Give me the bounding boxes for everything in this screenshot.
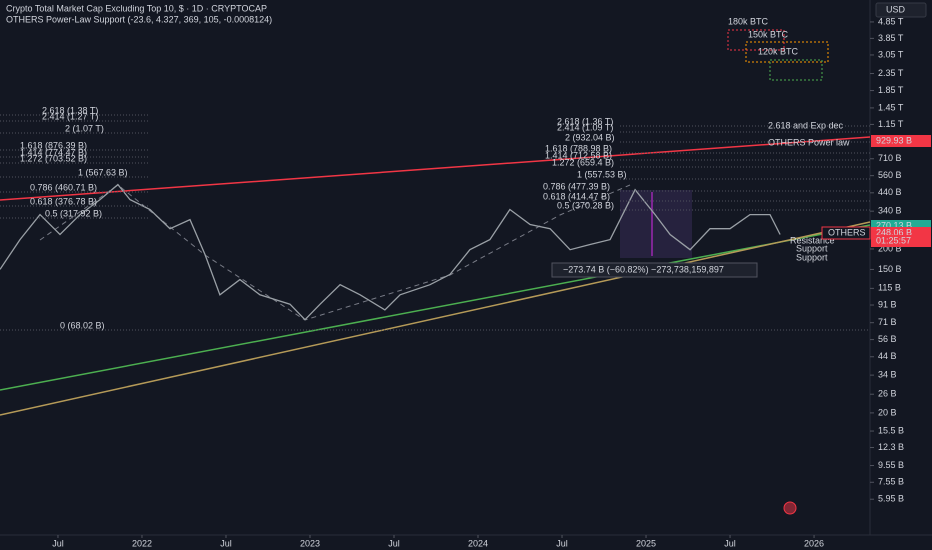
y-tick-label: 9.55 B bbox=[878, 460, 904, 470]
annotation: 120k BTC bbox=[758, 46, 799, 56]
price-badge-label: 248.06 B bbox=[876, 227, 912, 237]
annotation: 1 (567.63 B) bbox=[78, 167, 128, 177]
annotation: 1.414 (712.58 B) bbox=[545, 150, 612, 160]
annotation: Support bbox=[796, 252, 828, 262]
y-tick-label: 440 B bbox=[878, 187, 902, 197]
annotation: Resistance bbox=[790, 235, 835, 245]
target-box bbox=[769, 59, 823, 81]
y-tick-label: 26 B bbox=[878, 389, 897, 399]
annotation: −273.74 B (−60.82%) −273,738,159,897 bbox=[563, 264, 724, 274]
event-icon[interactable] bbox=[783, 501, 797, 515]
x-tick-label: Jul bbox=[52, 538, 64, 548]
annotation: 1.272 (703.52 B) bbox=[20, 153, 87, 163]
y-tick-label: 44 B bbox=[878, 351, 897, 361]
annotation: 2.618 (1.36 T) bbox=[557, 116, 613, 126]
x-tick-label: 2022 bbox=[132, 538, 152, 548]
y-tick-label: 34 B bbox=[878, 369, 897, 379]
y-tick-label: 2.35 T bbox=[878, 68, 904, 78]
annotation: 2 (1.07 T) bbox=[65, 123, 104, 133]
y-tick-label: 7.55 B bbox=[878, 477, 904, 487]
x-tick-label: Jul bbox=[220, 538, 232, 548]
annotation: 2 (932.04 B) bbox=[565, 132, 615, 142]
price-badge-label: 270.13 B bbox=[876, 220, 912, 230]
annotation: 1.618 (788.98 B) bbox=[545, 143, 612, 153]
currency-label[interactable]: USD bbox=[886, 4, 906, 14]
symbol-label: OTHERS bbox=[828, 227, 866, 237]
support-line bbox=[0, 221, 871, 416]
y-tick-label: 560 B bbox=[878, 170, 902, 180]
x-tick-label: 2024 bbox=[468, 538, 488, 548]
y-tick-label: 3.05 T bbox=[878, 49, 904, 59]
annotation: 1.414 (774.47 B) bbox=[20, 147, 87, 157]
y-tick-label: 115 B bbox=[878, 283, 901, 293]
y-tick-label: 12.3 B bbox=[878, 442, 904, 452]
y-tick-label: 150 B bbox=[878, 264, 902, 274]
y-tick-label: 1.85 T bbox=[878, 85, 904, 95]
annotation: 2.414 (1.09 T) bbox=[557, 122, 613, 132]
price-badge-label: 01:25:57 bbox=[876, 235, 911, 245]
y-tick-label: 15.5 B bbox=[878, 425, 904, 435]
annotation: 0.786 (477.39 B) bbox=[543, 181, 610, 191]
x-tick-label: Jul bbox=[556, 538, 568, 548]
y-tick-label: 340 B bbox=[878, 206, 902, 216]
annotation: 1.618 (876.39 B) bbox=[20, 140, 87, 150]
annotation: 0.618 (414.47 B) bbox=[543, 191, 610, 201]
y-tick-label: 200 B bbox=[878, 243, 902, 253]
annotation: OTHERS Power law bbox=[768, 137, 850, 147]
price-badge-label: 929.93 B bbox=[876, 135, 912, 145]
annotation: 0 (68.02 B) bbox=[60, 320, 105, 330]
x-tick-label: 2023 bbox=[300, 538, 320, 548]
y-tick-label: 91 B bbox=[878, 299, 897, 309]
annotation: 1.272 (659.4 B) bbox=[552, 157, 614, 167]
x-tick-label: Jul bbox=[724, 538, 736, 548]
power-law-line bbox=[0, 136, 871, 201]
y-tick-label: 71 B bbox=[878, 317, 897, 327]
annotation: 180k BTC bbox=[728, 16, 769, 26]
price-badge bbox=[871, 135, 931, 147]
measure-box bbox=[620, 190, 692, 258]
annotation: 2.414 (1.27 T) bbox=[42, 111, 98, 121]
annotation: 0.618 (376.78 B) bbox=[30, 196, 97, 206]
annotation: Support bbox=[796, 243, 828, 253]
y-tick-label: 20 B bbox=[878, 407, 897, 417]
annotation: 1 (557.53 B) bbox=[577, 169, 627, 179]
measure-label-box bbox=[551, 262, 758, 278]
target-box bbox=[727, 29, 785, 51]
y-tick-label: 4.85 T bbox=[878, 16, 904, 26]
annotation: 150k BTC bbox=[748, 29, 789, 39]
annotation: 2.618 and Exp dec bbox=[768, 120, 844, 130]
target-box bbox=[745, 41, 829, 63]
y-tick-label: 3.85 T bbox=[878, 33, 904, 43]
x-tick-label: 2026 bbox=[804, 538, 824, 548]
x-tick-label: 2025 bbox=[636, 538, 656, 548]
y-tick-label: 710 B bbox=[878, 153, 902, 163]
y-tick-label: 5.95 B bbox=[878, 494, 904, 504]
price-badge bbox=[871, 235, 931, 247]
y-tick-label: 1.45 T bbox=[878, 102, 904, 112]
annotation: 2.618 (1.38 T) bbox=[42, 105, 98, 115]
annotation: 0.5 (370.28 B) bbox=[557, 200, 614, 210]
symbol-badge bbox=[821, 226, 871, 240]
x-tick-label: Jul bbox=[388, 538, 400, 548]
support-line bbox=[0, 224, 871, 391]
chart-title: Crypto Total Market Cap Excluding Top 10… bbox=[6, 3, 267, 13]
annotation: 0.5 (317.92 B) bbox=[45, 208, 102, 218]
annotation: 0.786 (460.71 B) bbox=[30, 182, 97, 192]
indicator-label: OTHERS Power-Law Support (-23.6, 4.327, … bbox=[6, 14, 272, 24]
y-tick-label: 56 B bbox=[878, 334, 897, 344]
price-line bbox=[0, 183, 781, 321]
currency-button[interactable] bbox=[875, 2, 927, 18]
y-tick-label: 1.15 T bbox=[878, 119, 904, 129]
